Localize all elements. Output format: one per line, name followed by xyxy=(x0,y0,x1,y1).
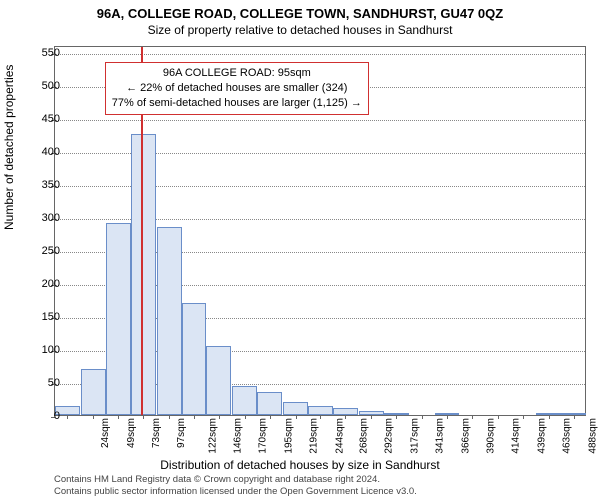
ytick-label: 450 xyxy=(20,113,60,125)
ytick-label: 100 xyxy=(20,344,60,356)
histogram-bar xyxy=(182,303,207,415)
ytick-label: 300 xyxy=(20,212,60,224)
xtick-mark xyxy=(447,415,448,419)
xtick-label: 341sqm xyxy=(435,418,446,454)
xtick-label: 317sqm xyxy=(410,418,421,454)
xtick-label: 146sqm xyxy=(233,418,244,454)
xtick-mark xyxy=(169,415,170,419)
annotation-line-1: 96A COLLEGE ROAD: 95sqm xyxy=(112,66,362,81)
xtick-mark xyxy=(422,415,423,419)
xtick-label: 219sqm xyxy=(308,418,319,454)
xtick-mark xyxy=(320,415,321,419)
footer-line-2: Contains public sector information licen… xyxy=(54,486,417,498)
xtick-mark xyxy=(396,415,397,419)
ytick-label: 350 xyxy=(20,179,60,191)
page-title: 96A, COLLEGE ROAD, COLLEGE TOWN, SANDHUR… xyxy=(0,0,600,21)
annotation-line-3: 77% of semi-detached houses are larger (… xyxy=(112,96,362,111)
ytick-label: 550 xyxy=(20,47,60,59)
xtick-mark xyxy=(574,415,575,419)
xtick-mark xyxy=(549,415,550,419)
x-axis-label: Distribution of detached houses by size … xyxy=(0,458,600,472)
xtick-mark xyxy=(523,415,524,419)
histogram-bar xyxy=(283,402,308,415)
xtick-label: 414sqm xyxy=(510,418,521,454)
gridline-h xyxy=(55,120,585,121)
ytick-label: 0 xyxy=(20,410,60,422)
footer-line-1: Contains HM Land Registry data © Crown c… xyxy=(54,474,417,486)
xtick-mark xyxy=(219,415,220,419)
histogram-bar xyxy=(106,223,131,415)
xtick-label: 244sqm xyxy=(334,418,345,454)
histogram-bar xyxy=(157,227,182,415)
histogram-bar xyxy=(257,392,282,415)
annotation-box: 96A COLLEGE ROAD: 95sqm← 22% of detached… xyxy=(105,62,369,115)
xtick-mark xyxy=(472,415,473,419)
histogram-bar xyxy=(81,369,106,415)
ytick-label: 250 xyxy=(20,245,60,257)
page-subtitle: Size of property relative to detached ho… xyxy=(0,21,600,37)
y-axis-label: Number of detached properties xyxy=(2,65,16,230)
xtick-mark xyxy=(194,415,195,419)
xtick-mark xyxy=(67,415,68,419)
xtick-mark xyxy=(143,415,144,419)
xtick-mark xyxy=(371,415,372,419)
xtick-label: 122sqm xyxy=(208,418,219,454)
ytick-label: 150 xyxy=(20,311,60,323)
ytick-label: 200 xyxy=(20,278,60,290)
xtick-label: 195sqm xyxy=(283,418,294,454)
xtick-label: 390sqm xyxy=(486,418,497,454)
histogram-bar xyxy=(333,408,358,415)
xtick-mark xyxy=(93,415,94,419)
xtick-label: 366sqm xyxy=(461,418,472,454)
ytick-label: 400 xyxy=(20,146,60,158)
xtick-label: 463sqm xyxy=(561,418,572,454)
xtick-mark xyxy=(498,415,499,419)
xtick-label: 439sqm xyxy=(536,418,547,454)
xtick-label: 170sqm xyxy=(257,418,268,454)
xtick-label: 97sqm xyxy=(176,418,187,448)
histogram-bar xyxy=(232,386,257,415)
footer-attribution: Contains HM Land Registry data © Crown c… xyxy=(54,474,417,498)
xtick-mark xyxy=(270,415,271,419)
histogram-bar xyxy=(206,346,231,415)
annotation-line-2: ← 22% of detached houses are smaller (32… xyxy=(112,81,362,96)
xtick-mark xyxy=(118,415,119,419)
xtick-label: 488sqm xyxy=(587,418,598,454)
gridline-h xyxy=(55,54,585,55)
chart-area: 96A COLLEGE ROAD: 95sqm← 22% of detached… xyxy=(54,46,586,416)
ytick-label: 500 xyxy=(20,80,60,92)
xtick-mark xyxy=(296,415,297,419)
histogram-bar xyxy=(131,134,156,415)
histogram-bar xyxy=(308,406,333,415)
xtick-label: 268sqm xyxy=(359,418,370,454)
ytick-label: 50 xyxy=(20,377,60,389)
plot-area: 96A COLLEGE ROAD: 95sqm← 22% of detached… xyxy=(54,46,586,416)
xtick-label: 24sqm xyxy=(100,418,111,448)
xtick-label: 292sqm xyxy=(384,418,395,454)
xtick-mark xyxy=(245,415,246,419)
xtick-label: 73sqm xyxy=(151,418,162,448)
xtick-label: 49sqm xyxy=(126,418,137,448)
